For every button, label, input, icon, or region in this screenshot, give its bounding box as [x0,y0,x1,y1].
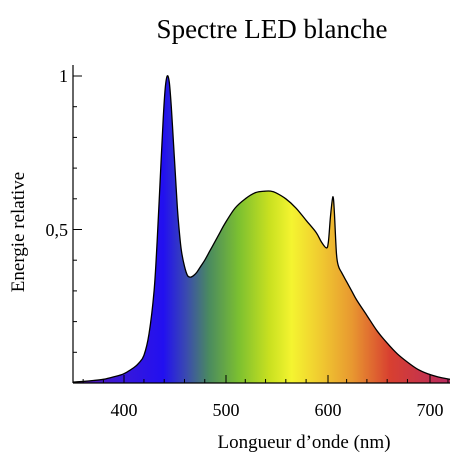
y-axis-title: Energie relative [8,172,29,292]
x-tick-label-700: 700 [417,400,444,420]
x-tick-label-500: 500 [213,400,240,420]
y-minor-ticks [73,106,77,353]
y-tick-label-05: 0,5 [46,220,69,240]
chart-title: Spectre LED blanche [157,14,388,44]
spectrum-line [72,75,450,383]
x-axis-title: Longueur d’onde (nm) [217,432,390,453]
x-minor-ticks [82,379,449,383]
spectrum-area [73,75,450,384]
y-tick-label-1: 1 [59,66,68,86]
x-tick-label-600: 600 [315,400,342,420]
x-tick-label-400: 400 [111,400,138,420]
